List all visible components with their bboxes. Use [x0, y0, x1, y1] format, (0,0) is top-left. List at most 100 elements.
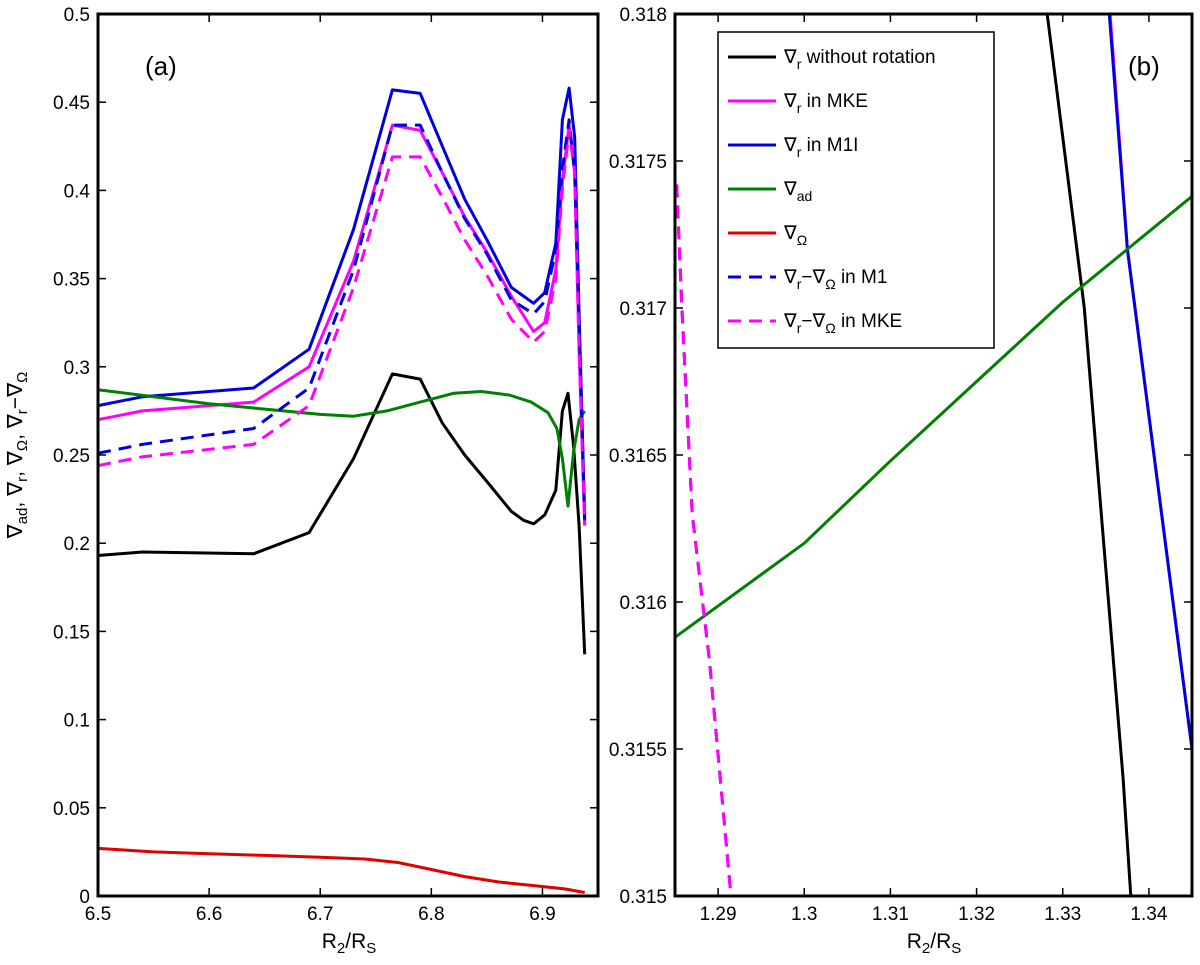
legend-text-symbol: ∇	[783, 179, 797, 200]
y-label-comma: ,	[4, 465, 27, 477]
series-line-6	[97, 128, 587, 526]
panel-b-x-axis-label: R2/RS	[907, 930, 962, 957]
series-line-3	[97, 388, 586, 508]
x-label-slash: /R	[345, 930, 366, 953]
panel-a-ticks: 6.5 6.6 6.7 6.8 6.9 0 0.05 0.1 0.15 0.2 0.25 0.3 0.3…	[53, 5, 598, 925]
legend-entry: ∇ad	[783, 179, 812, 204]
x-label-r: R	[322, 930, 337, 953]
y-tick-label: 0.05	[53, 799, 90, 820]
x-tick-label: 6.7	[307, 904, 333, 925]
series-line-0	[1045, 14, 1133, 896]
panel-b-ticks: 1.29 1.3 1.31 1.32 1.33 1.34 0.315 0.3155 0.316 0…	[609, 5, 1192, 925]
legend-entry: ∇r in M1I	[783, 135, 858, 160]
y-label-nabla: ∇	[4, 413, 27, 429]
y-label-sub-r: r	[14, 477, 31, 482]
x-label-slash: /R	[930, 930, 951, 953]
panel-a-x-axis-label: R2/RS	[322, 930, 377, 957]
legend-text-sub: r	[797, 320, 802, 336]
legend-text-text: in M1	[836, 267, 888, 288]
legend-text-sub: r	[797, 276, 802, 292]
y-tick-label: 0.1	[64, 711, 90, 732]
series-line-3	[675, 195, 1192, 639]
legend-text-symbol: ∇	[783, 267, 797, 288]
y-label-sub-r: r	[14, 409, 31, 414]
x-tick-label: 1.33	[1044, 904, 1081, 925]
x-label-sub-2: 2	[922, 940, 930, 957]
x-tick-label: 6.9	[529, 904, 555, 925]
legend-text-text: without rotation	[801, 47, 935, 68]
legend-text-sub: r	[797, 144, 802, 160]
series-line-0	[97, 372, 587, 655]
panel-a-y-axis-label: ∇ad, ∇r, ∇Ω, ∇r−∇Ω	[4, 372, 31, 540]
series-line-4	[97, 846, 585, 894]
x-label-sub-2: 2	[337, 940, 345, 957]
series-line-5	[97, 118, 587, 521]
legend-text-symbol: ∇	[783, 91, 797, 112]
panel-a-label: (a)	[145, 51, 177, 81]
legend-text-sub: r	[797, 56, 802, 72]
legend-text-text: in MKE	[801, 91, 868, 112]
legend-entry: ∇r in MKE	[783, 91, 868, 116]
panel-b-label: (b)	[1128, 51, 1160, 81]
y-label-nabla: ∇	[4, 481, 27, 497]
x-label-r: R	[907, 930, 922, 953]
legend: ∇r without rotation∇r in MKE∇r in M1I∇ad…	[717, 31, 995, 349]
legend-text-sub: r	[797, 100, 802, 116]
series-line-2	[97, 86, 587, 517]
y-tick-label: 0.2	[64, 534, 90, 555]
y-tick-label: 0.3165	[609, 446, 667, 467]
legend-entry: ∇Ω	[783, 223, 807, 248]
y-tick-label: 0.3155	[609, 740, 667, 761]
y-label-sub-omega: Ω	[14, 372, 31, 383]
legend-text-mid: −∇	[801, 267, 825, 288]
x-tick-label: 1.31	[872, 904, 909, 925]
y-tick-label: 0.316	[619, 593, 667, 614]
legend-text-symbol: ∇	[783, 223, 797, 244]
legend-text-sub2: Ω	[825, 320, 835, 336]
series-line-1	[97, 123, 587, 526]
y-tick-label: 0.4	[64, 181, 91, 202]
y-label-nabla: ∇	[4, 450, 27, 466]
x-label-sub-s: S	[366, 940, 376, 957]
legend-text-sub: Ω	[797, 232, 807, 248]
panel-a: 6.5 6.6 6.7 6.8 6.9 0 0.05 0.1 0.15 0.2 0.25 0.3 0.3…	[53, 5, 600, 925]
y-tick-label: 0.3	[64, 358, 90, 379]
y-label-sub-omega: Ω	[14, 440, 31, 451]
y-tick-label: 0.5	[64, 5, 90, 26]
x-tick-label: 1.32	[958, 904, 995, 925]
legend-text-text: in M1I	[801, 135, 858, 156]
y-tick-label: 0.3175	[609, 152, 667, 173]
y-label-sub-ad: ad	[14, 508, 31, 525]
y-label-comma: ,	[4, 496, 27, 508]
y-tick-label: 0.318	[619, 5, 667, 26]
y-tick-label: 0.315	[619, 887, 667, 908]
y-label-minus-nabla: −∇	[4, 382, 27, 409]
legend-text-sub2: Ω	[825, 276, 835, 292]
legend-entry: ∇r−∇Ω in MKE	[783, 311, 902, 336]
series-line-1	[1108, 14, 1192, 750]
y-tick-label: 0.25	[53, 446, 90, 467]
legend-entry: ∇r without rotation	[783, 47, 936, 72]
legend-text-symbol: ∇	[783, 135, 797, 156]
x-label-sub-s: S	[951, 940, 961, 957]
panel-a-frame	[96, 12, 600, 898]
panel-b: 1.29 1.3 1.31 1.32 1.33 1.34 0.315 0.3155 0.316 0…	[609, 5, 1194, 925]
x-tick-label: 6.8	[418, 904, 444, 925]
legend-text-symbol: ∇	[783, 311, 797, 332]
y-tick-label: 0.45	[53, 93, 90, 114]
y-tick-label: 0.35	[53, 270, 90, 291]
legend-text-text: in MKE	[836, 311, 903, 332]
y-label-comma: ,	[4, 428, 27, 440]
panel-b-frame	[673, 12, 1194, 898]
legend-text-mid: −∇	[801, 311, 825, 332]
y-tick-label: 0.317	[619, 299, 667, 320]
x-tick-label: 1.29	[700, 904, 737, 925]
series-line-6	[675, 184, 733, 896]
y-tick-label: 0.15	[53, 622, 90, 643]
legend-text-symbol: ∇	[783, 47, 797, 68]
y-label-nabla: ∇	[4, 523, 27, 539]
x-tick-label: 1.3	[791, 904, 817, 925]
x-tick-label: 6.6	[196, 904, 222, 925]
x-tick-label: 1.34	[1130, 904, 1167, 925]
